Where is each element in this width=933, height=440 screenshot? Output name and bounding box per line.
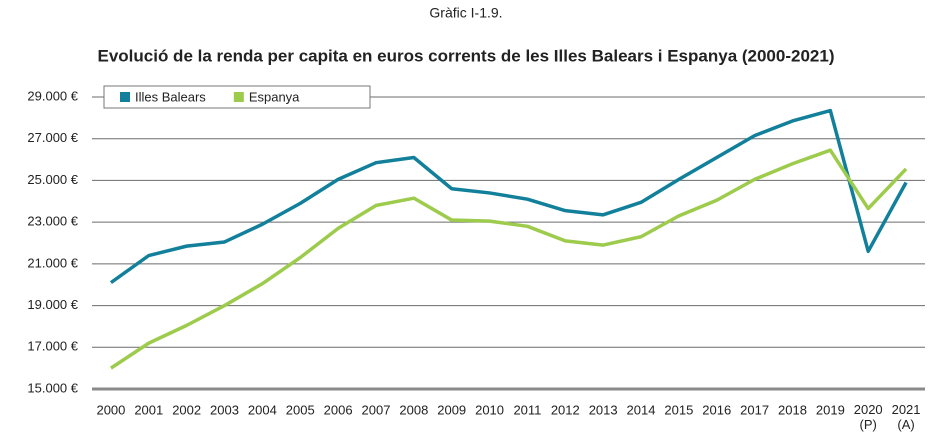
x-tick-label: 2011 [513, 402, 541, 417]
x-tick-label: 2013 [589, 402, 618, 417]
x-tick-label: 2008 [399, 402, 428, 417]
x-tick-label: 2016 [702, 402, 731, 417]
x-tick-label: 2020 (P) [854, 402, 883, 432]
x-tick-label: 2014 [627, 402, 656, 417]
x-tick-label: 2012 [551, 402, 580, 417]
x-tick-label: 2010 [475, 402, 504, 417]
x-tick-label: 2004 [248, 402, 277, 417]
x-tick-label: 2006 [324, 402, 353, 417]
x-tick-label: 2021 (A) [892, 402, 921, 432]
x-tick-label: 2003 [210, 402, 239, 417]
y-tick-label: 21.000 € [27, 255, 78, 270]
y-tick-label: 27.000 € [27, 130, 78, 145]
y-tick-label: 19.000 € [27, 297, 78, 312]
legend-label: Illes Balears [135, 89, 206, 104]
y-tick-label: 29.000 € [27, 88, 78, 103]
legend-swatch [120, 92, 130, 102]
chart-subtitle: Evolució de la renda per capita en euros… [97, 46, 834, 65]
x-tick-label: 2007 [362, 402, 391, 417]
x-tick-label: 2009 [437, 402, 466, 417]
series-line [109, 148, 908, 370]
legend-label: Espanya [249, 89, 300, 104]
series-line [109, 108, 908, 285]
x-tick-label: 2015 [664, 402, 693, 417]
y-tick-label: 25.000 € [27, 172, 78, 187]
y-tick-label: 15.000 € [27, 380, 78, 395]
x-tick-label: 2002 [172, 402, 201, 417]
x-tick-label: 2001 [134, 402, 163, 417]
x-tick-label: 2005 [286, 402, 315, 417]
y-tick-label: 17.000 € [27, 339, 78, 354]
x-tick-label: 2019 [816, 402, 845, 417]
chart-title: Gràfic I-1.9. [429, 5, 502, 21]
x-tick-label: 2000 [96, 402, 125, 417]
x-tick-label: 2017 [740, 402, 769, 417]
legend-swatch [233, 92, 244, 102]
x-tick-label: 2018 [778, 402, 807, 417]
y-tick-label: 23.000 € [27, 214, 78, 229]
